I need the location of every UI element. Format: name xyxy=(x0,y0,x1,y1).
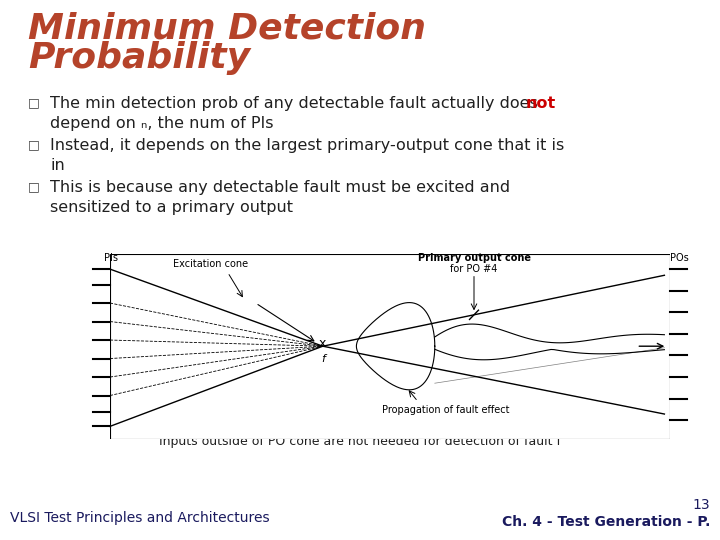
Text: f: f xyxy=(321,354,325,363)
Text: depend on ₙ, the num of PIs: depend on ₙ, the num of PIs xyxy=(50,116,274,131)
Text: Excitation cone: Excitation cone xyxy=(174,259,248,269)
Text: POs: POs xyxy=(670,253,689,263)
Text: The min detection prob of any detectable fault actually does: The min detection prob of any detectable… xyxy=(50,96,543,111)
Text: for PO #4: for PO #4 xyxy=(450,264,498,274)
Text: Propagation of fault effect: Propagation of fault effect xyxy=(382,405,510,415)
Text: Minimum Detection: Minimum Detection xyxy=(28,11,426,45)
Text: VLSI Test Principles and Architectures: VLSI Test Principles and Architectures xyxy=(10,511,269,525)
Text: Ch. 4 - Test Generation - P.: Ch. 4 - Test Generation - P. xyxy=(502,515,710,529)
Text: Instead, it depends on the largest primary-output cone that it is: Instead, it depends on the largest prima… xyxy=(50,138,564,153)
Text: Probability: Probability xyxy=(28,41,250,75)
Text: PIs: PIs xyxy=(104,253,118,263)
Text: Inputs outside of PO cone are not needed for detection of fault f: Inputs outside of PO cone are not needed… xyxy=(159,435,561,448)
Text: in: in xyxy=(50,158,65,173)
Text: □: □ xyxy=(28,180,40,193)
Text: 13: 13 xyxy=(693,498,710,512)
Text: □: □ xyxy=(28,138,40,151)
Text: not: not xyxy=(526,96,557,111)
Text: x: x xyxy=(319,336,326,349)
Text: This is because any detectable fault must be excited and: This is because any detectable fault mus… xyxy=(50,180,510,195)
Text: □: □ xyxy=(28,96,40,109)
Text: sensitized to a primary output: sensitized to a primary output xyxy=(50,200,293,215)
Text: Primary output cone: Primary output cone xyxy=(418,253,531,263)
